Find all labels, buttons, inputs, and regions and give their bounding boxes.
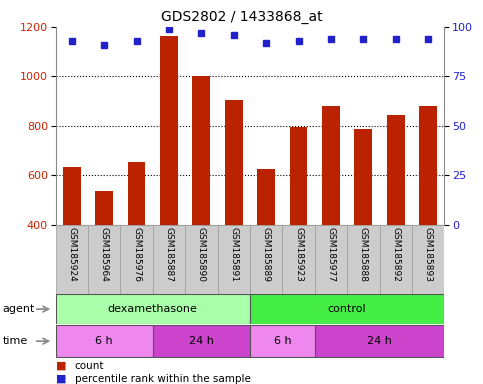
Text: GSM185924: GSM185924 — [67, 227, 76, 281]
Bar — [250, 325, 315, 357]
Text: GSM185887: GSM185887 — [164, 227, 173, 282]
Text: 24 h: 24 h — [367, 336, 392, 346]
Text: GSM185923: GSM185923 — [294, 227, 303, 281]
Text: GSM185892: GSM185892 — [391, 227, 400, 281]
Bar — [120, 225, 153, 294]
Bar — [95, 191, 113, 225]
Bar — [257, 169, 275, 225]
Text: GDS2802 / 1433868_at: GDS2802 / 1433868_at — [161, 10, 322, 23]
Bar — [153, 225, 185, 294]
Bar — [192, 76, 210, 225]
Bar — [88, 225, 120, 294]
Text: dexamethasone: dexamethasone — [108, 304, 198, 314]
Text: GSM185889: GSM185889 — [262, 227, 270, 282]
Bar — [322, 106, 340, 225]
Bar — [250, 295, 444, 324]
Text: GSM185891: GSM185891 — [229, 227, 238, 282]
Bar — [380, 225, 412, 294]
Bar — [315, 325, 444, 357]
Bar — [347, 225, 380, 294]
Bar — [412, 225, 444, 294]
Text: GSM185893: GSM185893 — [424, 227, 433, 282]
Bar — [315, 225, 347, 294]
Text: GSM185890: GSM185890 — [197, 227, 206, 282]
Bar — [283, 225, 315, 294]
Bar — [250, 225, 283, 294]
Bar — [387, 115, 405, 225]
Text: GSM185888: GSM185888 — [359, 227, 368, 282]
Bar — [185, 225, 217, 294]
Bar — [56, 225, 88, 294]
Text: 6 h: 6 h — [273, 336, 291, 346]
Bar — [56, 325, 153, 357]
Bar — [128, 162, 145, 225]
Text: time: time — [2, 336, 28, 346]
Text: 24 h: 24 h — [189, 336, 214, 346]
Text: ■: ■ — [56, 361, 66, 371]
Text: GSM185976: GSM185976 — [132, 227, 141, 282]
Text: GSM185977: GSM185977 — [327, 227, 336, 282]
Bar — [217, 225, 250, 294]
Bar — [355, 129, 372, 225]
Bar — [56, 295, 250, 324]
Text: percentile rank within the sample: percentile rank within the sample — [75, 374, 251, 384]
Text: GSM185964: GSM185964 — [99, 227, 109, 281]
Bar — [160, 36, 178, 225]
Text: 6 h: 6 h — [95, 336, 113, 346]
Bar — [290, 127, 308, 225]
Bar — [419, 106, 437, 225]
Text: control: control — [328, 304, 367, 314]
Text: ■: ■ — [56, 374, 66, 384]
Bar — [153, 325, 250, 357]
Text: agent: agent — [2, 304, 35, 314]
Bar — [225, 100, 242, 225]
Bar — [63, 167, 81, 225]
Text: count: count — [75, 361, 104, 371]
